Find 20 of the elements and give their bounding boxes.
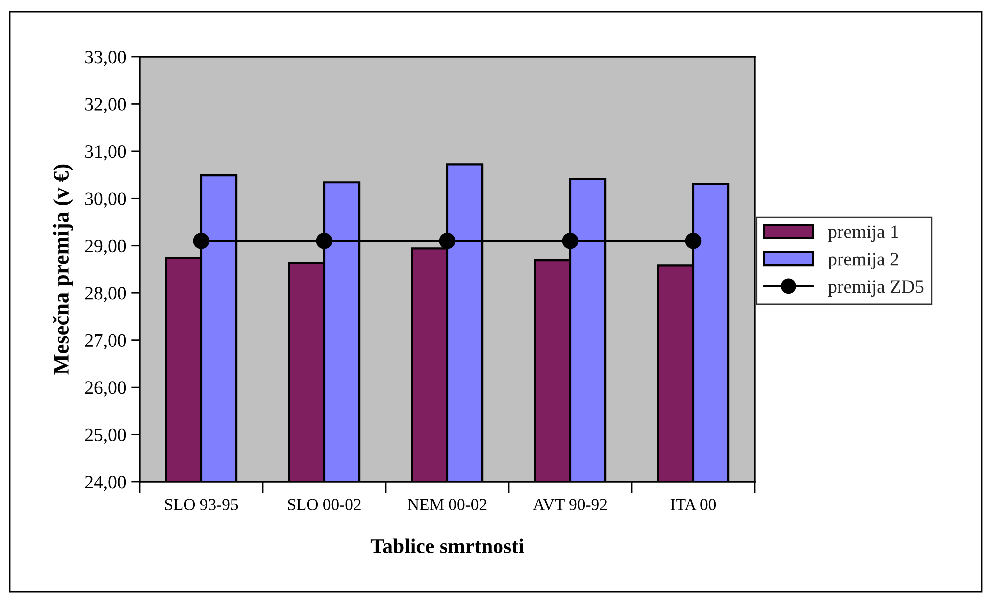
y-tick-label: 26,00 <box>85 382 126 397</box>
y-tick-label: 31,00 <box>86 145 126 161</box>
x-tick-label: ITA 00 <box>670 499 716 510</box>
y-tick-label: 29,00 <box>85 240 126 256</box>
x-tick-label: SLO 00-02 <box>288 499 361 510</box>
x-tick-label: SLO 93-95 <box>165 499 238 510</box>
y-tick-label: 24,00 <box>85 476 126 492</box>
legend-label: premija 1 <box>828 226 898 242</box>
y-tick-label: 25,00 <box>85 428 126 444</box>
legend-label: premija ZD5 <box>828 280 924 297</box>
y-axis-title: Mesečna premija (v €) <box>53 164 74 375</box>
y-tick-label: 28,00 <box>85 287 126 302</box>
y-tick-label: 32,00 <box>86 98 126 114</box>
x-tick-label: AVT 90-92 <box>533 499 608 510</box>
y-tick-label: 27,00 <box>85 334 126 350</box>
y-tick-label: 30,00 <box>86 192 126 208</box>
y-tick-label: 33,00 <box>86 51 126 66</box>
x-tick-label: NEM 00-02 <box>408 499 487 510</box>
legend-label: premija 2 <box>828 253 898 270</box>
x-axis-title: Tablice smrtnosti <box>370 538 524 554</box>
